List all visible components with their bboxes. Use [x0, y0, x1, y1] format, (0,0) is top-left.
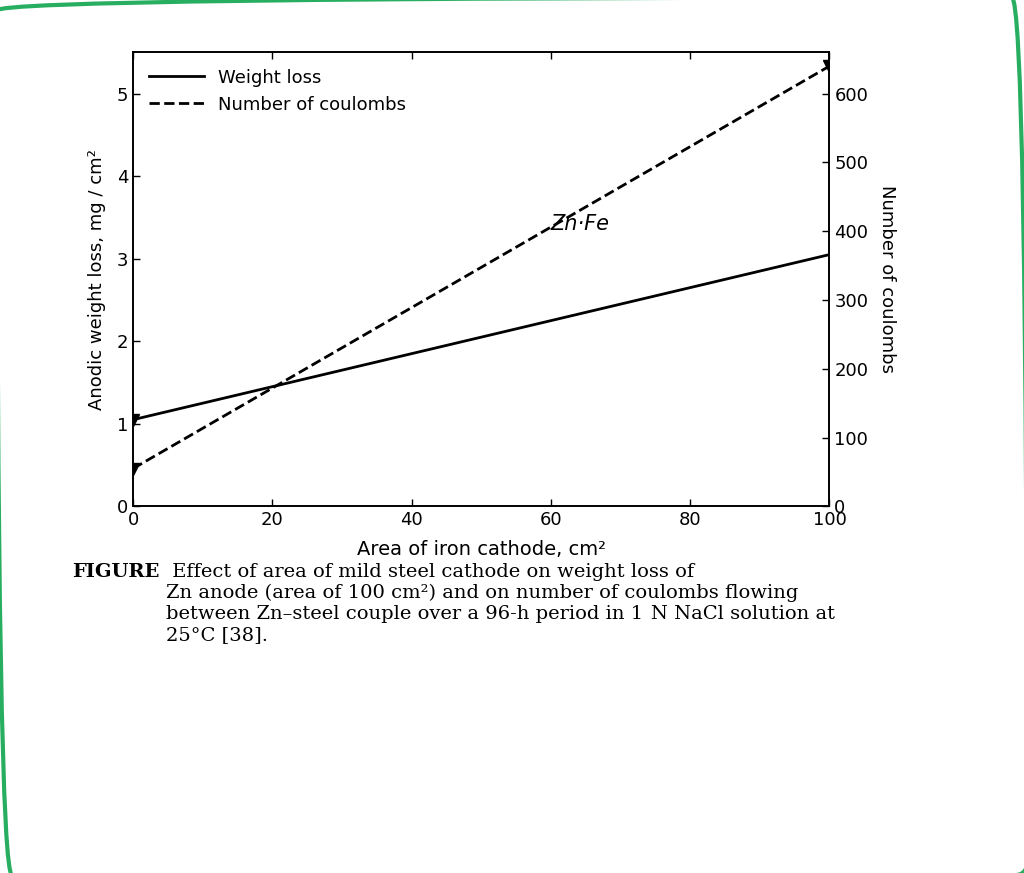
Y-axis label: Anodic weight loss, mg / cm²: Anodic weight loss, mg / cm²	[88, 149, 105, 409]
Text: Effect of area of mild steel cathode on weight loss of
Zn anode (area of 100 cm²: Effect of area of mild steel cathode on …	[166, 563, 835, 643]
Text: Zn·Fe: Zn·Fe	[551, 214, 610, 234]
Legend: Weight loss, Number of coulombs: Weight loss, Number of coulombs	[142, 61, 414, 120]
Text: FIGURE: FIGURE	[72, 563, 159, 581]
Y-axis label: Number of coulombs: Number of coulombs	[878, 185, 896, 374]
X-axis label: Area of iron cathode, cm²: Area of iron cathode, cm²	[356, 540, 606, 560]
